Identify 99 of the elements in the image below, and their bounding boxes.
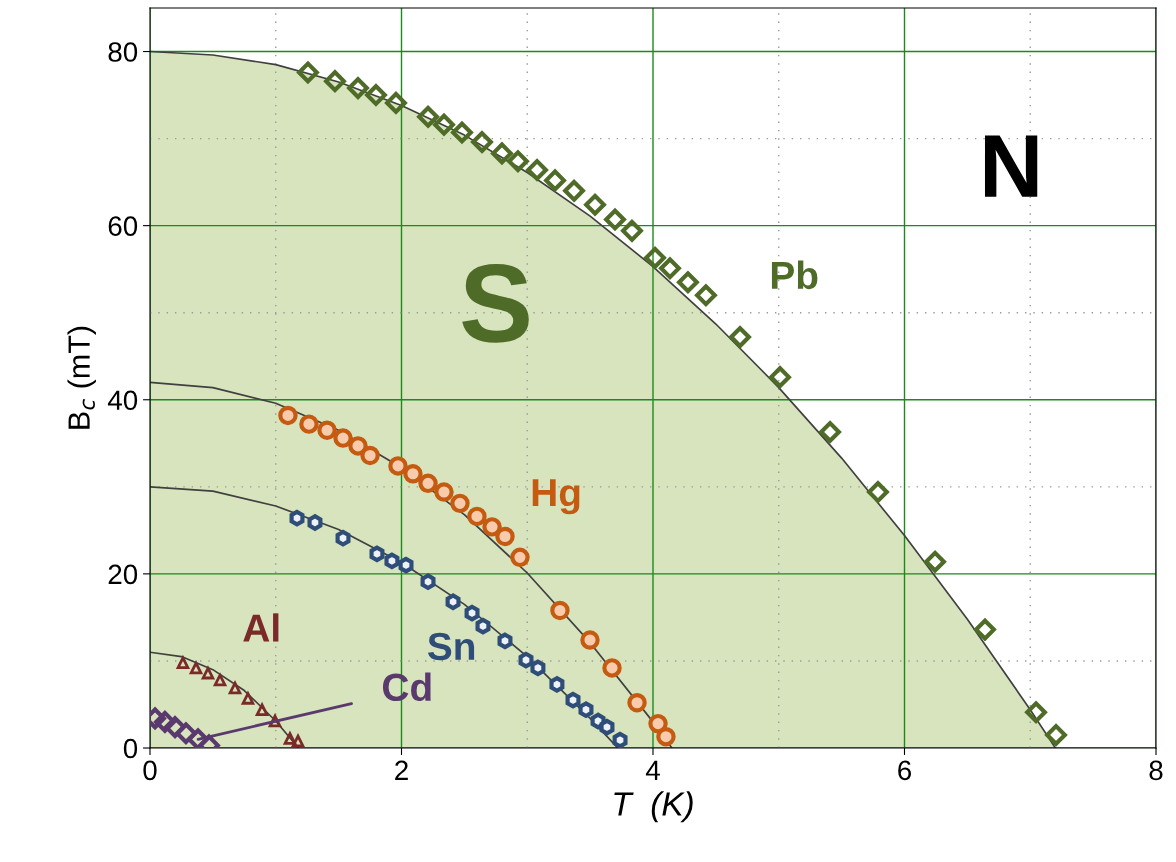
point (1025, 701, 1047, 724)
point (335, 529, 351, 547)
point (648, 713, 668, 734)
point (360, 445, 380, 466)
annotation: Hg (532, 479, 580, 515)
point (307, 514, 323, 531)
point (289, 509, 305, 527)
point (255, 703, 269, 716)
y-tick-label: 0 (123, 738, 138, 759)
y-axis-title: B$_{c}$ (mT) (67, 326, 96, 429)
point (175, 722, 197, 745)
point (507, 150, 529, 173)
point (475, 617, 491, 635)
point (497, 632, 513, 650)
x-tick-label: 0 (143, 760, 157, 781)
point (580, 630, 600, 650)
y-tick-label: 60 (108, 216, 138, 236)
point (656, 726, 676, 747)
x-tick-label: 2 (395, 760, 408, 780)
point (578, 701, 594, 719)
point (563, 179, 585, 202)
point (495, 526, 515, 547)
point (189, 661, 203, 675)
point (348, 436, 368, 456)
point (420, 573, 436, 591)
point (385, 91, 407, 114)
point (347, 77, 369, 100)
annotation: S (462, 264, 529, 343)
point (549, 676, 565, 693)
y-tick-label: 80 (108, 42, 138, 62)
point (297, 61, 319, 84)
point (482, 517, 502, 537)
point (317, 420, 337, 440)
x-tick-label: 8 (1149, 760, 1163, 781)
point (384, 552, 400, 570)
point (729, 326, 751, 349)
point (467, 506, 487, 527)
point (187, 728, 209, 748)
point (565, 691, 581, 709)
point (333, 428, 353, 448)
point (924, 550, 946, 573)
point (644, 246, 666, 269)
point (433, 113, 455, 136)
point (176, 656, 190, 669)
point (324, 70, 346, 93)
point (867, 481, 889, 503)
point (544, 169, 566, 192)
point (621, 219, 643, 242)
point (627, 693, 647, 713)
y-tick-label: 20 (108, 564, 138, 585)
point (471, 131, 493, 153)
point (464, 604, 480, 622)
point (418, 473, 438, 494)
point (201, 666, 215, 680)
annotation: Sn (427, 632, 475, 661)
point (518, 651, 534, 669)
point (450, 493, 470, 514)
point (819, 421, 841, 443)
point (769, 366, 791, 389)
point (599, 718, 615, 736)
point (164, 716, 186, 739)
point (213, 673, 227, 687)
point (526, 159, 548, 181)
point (659, 257, 681, 280)
point (434, 482, 454, 502)
point (228, 681, 242, 695)
point (677, 271, 699, 294)
point (388, 456, 408, 476)
point (278, 405, 298, 426)
point (417, 105, 439, 128)
annotation: N (984, 135, 1038, 197)
point (445, 593, 461, 611)
annotation: Pb (771, 260, 818, 290)
point (604, 208, 626, 231)
point (491, 142, 513, 165)
y-tick-label: 40 (107, 390, 138, 411)
point (403, 464, 423, 484)
x-tick-label: 4 (645, 760, 660, 780)
point (398, 556, 414, 574)
point (584, 193, 606, 216)
point (283, 732, 297, 745)
point (241, 692, 255, 705)
point (369, 545, 385, 563)
point (1045, 724, 1067, 746)
point (451, 121, 473, 144)
point (602, 658, 622, 678)
point (974, 618, 996, 641)
x-tick-label: 6 (898, 760, 911, 781)
point (695, 284, 717, 307)
point (510, 547, 530, 568)
point (365, 84, 387, 106)
point (612, 731, 628, 748)
point (291, 734, 305, 748)
point (154, 710, 176, 733)
annotation: Al (243, 613, 279, 642)
point (530, 659, 546, 677)
x-axis-title: T (K) (614, 791, 693, 823)
point (550, 600, 570, 621)
point (299, 414, 319, 434)
